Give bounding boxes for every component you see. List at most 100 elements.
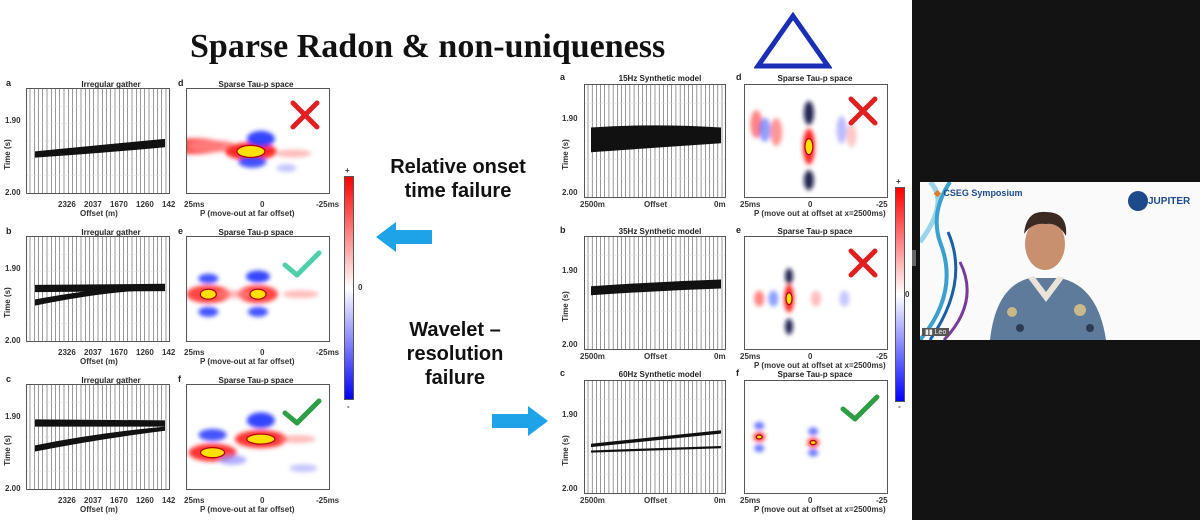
presenter-video[interactable]: ◆ CSEG Symposium JUPITER ▮▮ Leo (920, 182, 1200, 340)
x-tick-label: 0m (714, 200, 726, 209)
panel-title: Sparse Tau-p space (218, 376, 294, 385)
panel-letter: a (560, 72, 566, 82)
x-tick-label: 2500m (580, 496, 605, 505)
y-tick-label: 2.00 (5, 336, 21, 345)
panel-letter: e (178, 226, 184, 236)
x-tick-label: 1670 (110, 348, 128, 357)
x-tick-label: 0 (260, 200, 265, 209)
x-axis-label: P (move-out at far offset) (200, 505, 295, 514)
panel-title: Sparse Tau-p space (777, 227, 853, 236)
seismic-gather (584, 380, 726, 494)
onset-failure-line-1: Relative onset (390, 156, 526, 178)
arrow-left-icon (376, 222, 432, 252)
y-axis-label: Time (s) (560, 291, 570, 322)
y-axis-label: Time (s) (2, 139, 12, 170)
x-tick-label: Offset (644, 200, 668, 209)
y-tick-label: 1.90 (5, 264, 21, 273)
x-tick-label: 142 (162, 200, 176, 209)
y-tick-label: 2.00 (562, 484, 578, 493)
x-tick-label: 2037 (84, 200, 102, 209)
tau-p-panel (186, 236, 330, 342)
tau-p-panel (186, 88, 330, 194)
x-tick-label: 25ms (184, 200, 205, 209)
seismic-gather (26, 384, 170, 490)
x-axis-label: Offset (m) (80, 505, 118, 514)
arrow-right-icon (492, 406, 548, 436)
panel-title: Irregular gather (81, 228, 141, 237)
seismic-gather (584, 236, 726, 350)
triangle-icon (754, 12, 832, 69)
x-tick-label: -25ms (316, 348, 340, 357)
x-tick-label: -25ms (316, 200, 340, 209)
panel-title: 60Hz Synthetic model (618, 370, 702, 379)
panel-letter: c (6, 374, 12, 384)
video-resize-handle[interactable] (912, 250, 916, 266)
x-axis-label: P (move out at offset at x=2500ms) (754, 361, 886, 370)
x-tick-label: 1260 (136, 200, 154, 209)
y-tick-label: 2.00 (5, 188, 21, 197)
panel-title: Irregular gather (81, 80, 141, 89)
resolution-failure-line-3: failure (424, 367, 486, 389)
y-tick-label: 2.00 (562, 340, 578, 349)
x-tick-label: 2326 (58, 200, 76, 209)
y-axis-label: Time (s) (560, 435, 570, 466)
panel-letter: e (736, 225, 742, 235)
x-tick-label: 2037 (84, 496, 102, 505)
panel-title: Sparse Tau-p space (777, 74, 853, 83)
x-tick-label: 2500m (580, 352, 605, 361)
x-tick-label: 2326 (58, 348, 76, 357)
x-axis-label: P (move-out at far offset) (200, 357, 295, 366)
x-tick-label: -25ms (316, 496, 340, 505)
panel-title: Sparse Tau-p space (218, 80, 294, 89)
y-tick-label: 2.00 (562, 188, 578, 197)
x-axis-label: P (move out at offset at x=2500ms) (754, 505, 886, 514)
x-tick-label: 0m (714, 496, 726, 505)
x-tick-label: 142 (162, 496, 176, 505)
panel-letter: f (178, 374, 181, 384)
cseg-logo-icon: ◆ (934, 188, 944, 198)
y-axis-label: Time (s) (560, 139, 570, 170)
seismic-gather (26, 236, 170, 342)
colorbar-top-label: + (345, 166, 350, 175)
onset-failure-line-2: time failure (404, 180, 512, 202)
y-tick-label: 1.90 (562, 266, 578, 275)
x-tick-label: Offset (644, 352, 668, 361)
x-tick-label: 25ms (740, 352, 761, 361)
check-mark-icon (282, 250, 322, 278)
x-tick-label: 25ms (184, 348, 205, 357)
x-tick-label: 0 (808, 352, 813, 361)
check-mark-icon (282, 398, 322, 426)
x-tick-label: -25 (876, 352, 888, 361)
resolution-failure-text: Wavelet – resolution failure (380, 318, 530, 390)
panel-letter: c (560, 368, 566, 378)
panel-title: Sparse Tau-p space (218, 228, 294, 237)
colorbar-top-label: + (896, 177, 901, 186)
company-label: JUPITER (1148, 196, 1191, 207)
y-tick-label: 1.90 (562, 114, 578, 123)
x-tick-label: 2500m (580, 200, 605, 209)
panel-letter: b (560, 225, 566, 235)
onset-failure-text: Relative onset time failure (368, 155, 548, 203)
presenter-name-tag: ▮▮ Leo (922, 328, 950, 336)
panel-letter: f (736, 368, 739, 378)
x-tick-label: Offset (644, 496, 668, 505)
x-tick-label: 0 (260, 496, 265, 505)
x-tick-label: 2037 (84, 348, 102, 357)
panel-title: 35Hz Synthetic model (618, 227, 702, 236)
y-axis-label: Time (s) (2, 287, 12, 318)
tau-p-panel (744, 380, 888, 494)
presentation-slide: Sparse Radon & non-uniqueness Relative o… (2, 12, 910, 514)
panel-letter: a (6, 78, 12, 88)
panel-title: Sparse Tau-p space (777, 370, 853, 379)
panel-letter: d (178, 78, 184, 88)
x-tick-label: 0 (260, 348, 265, 357)
x-tick-label: 2326 (58, 496, 76, 505)
video-backdrop (920, 182, 1200, 340)
x-tick-label: 25ms (184, 496, 205, 505)
presenter-name: Leo (934, 329, 947, 336)
resolution-failure-line-1: Wavelet – (409, 319, 501, 341)
tau-p-panel (186, 384, 330, 490)
y-tick-label: 2.00 (5, 484, 21, 493)
check-mark-icon (840, 394, 880, 422)
y-tick-label: 1.90 (5, 412, 21, 421)
